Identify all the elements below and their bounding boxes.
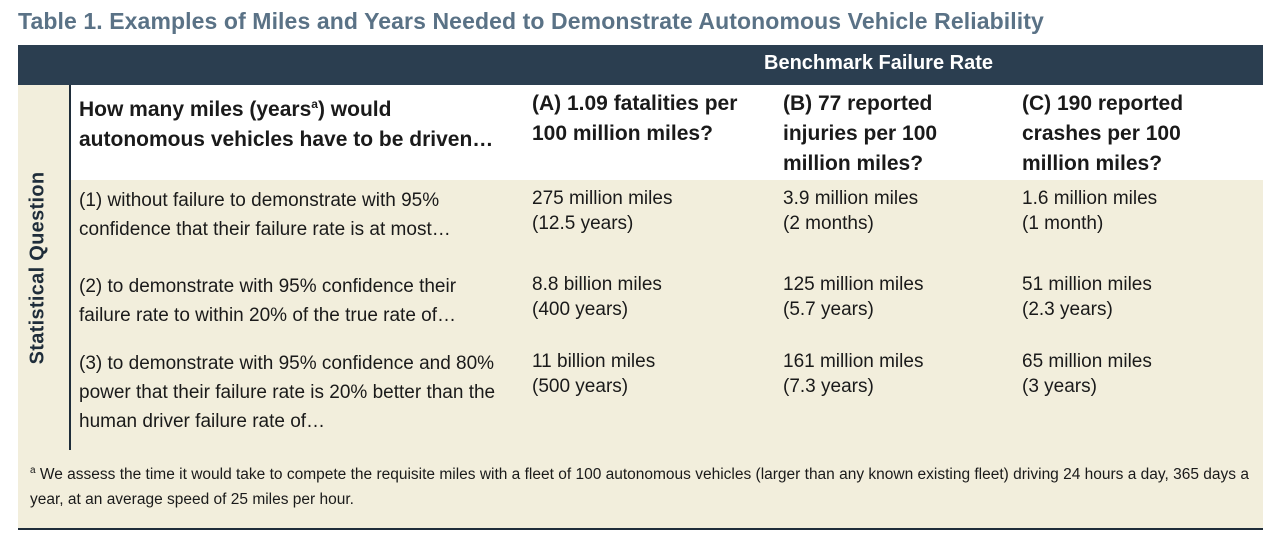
row-3-question: (3) to demonstrate with 95% confidence a… (79, 353, 496, 432)
bottom-rule (18, 528, 1263, 530)
footnote-text: We assess the time it would take to comp… (30, 466, 1249, 509)
question-column-header: How many miles (yearsa) would autonomous… (79, 97, 494, 151)
table-body (71, 180, 1263, 450)
footnote-panel (18, 450, 1263, 528)
column-header-row (71, 85, 1263, 180)
row-2-cell-b: 125 million miles (5.7 years) (783, 274, 924, 320)
side-label: Statistical Question (26, 171, 49, 365)
row-3-cell-a: 11 billion miles (500 years) (532, 351, 656, 397)
header-bar (18, 45, 1263, 85)
row-3-cell-c: 65 million miles (3 years) (1022, 351, 1152, 397)
footnote: a We assess the time it would take to co… (30, 458, 1255, 512)
row-2-cell-c: 51 million miles (2.3 years) (1022, 274, 1152, 320)
column-header-c: (C) 190 reported crashes per 100 million… (1022, 92, 1184, 175)
row-2-cell-a: 8.8 billion miles (400 years) (532, 274, 662, 320)
side-divider (69, 85, 71, 450)
row-1-cell-b: 3.9 million miles (2 months) (783, 188, 919, 234)
row-2-question: (2) to demonstrate with 95% confidence t… (79, 276, 457, 326)
side-panel (18, 85, 70, 450)
row-1-cell-c: 1.6 million miles (1 month) (1022, 188, 1158, 234)
column-header-a: (A) 1.09 fatalities per 100 million mile… (532, 92, 738, 145)
column-header-b: (B) 77 reported injuries per 100 million… (783, 92, 938, 175)
row-3-cell-b: 161 million miles (7.3 years) (783, 351, 924, 397)
table-title: Table 1. Examples of Miles and Years Nee… (18, 8, 1044, 34)
row-1-cell-a: 275 million miles (12.5 years) (532, 188, 673, 234)
benchmark-header: Benchmark Failure Rate (764, 52, 993, 74)
row-1-question: (1) without failure to demonstrate with … (79, 190, 451, 240)
footnote-marker: a (30, 465, 36, 476)
